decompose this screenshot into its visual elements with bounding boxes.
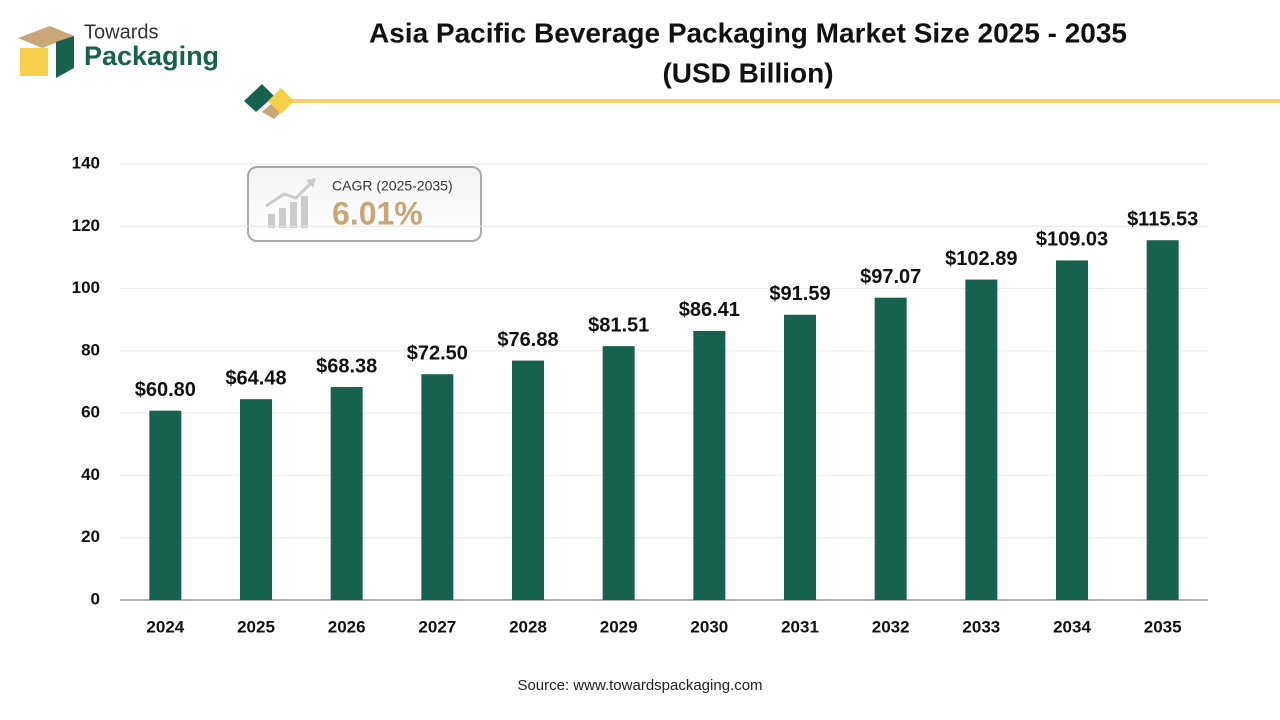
bar (965, 279, 998, 600)
x-tick-label: 2027 (418, 617, 456, 636)
data-label: $72.50 (407, 342, 468, 364)
bar (693, 330, 726, 600)
data-label: $109.03 (1036, 229, 1108, 251)
x-tick-label: 2025 (237, 617, 275, 636)
data-label: $76.88 (497, 329, 558, 351)
source: Source: www.towardspackaging.com (517, 677, 762, 694)
x-tick-label: 2029 (600, 617, 638, 636)
x-tick-label: 2030 (690, 617, 728, 636)
y-tick-label: 40 (81, 465, 100, 484)
data-label: $91.59 (769, 283, 830, 305)
x-tick-label: 2028 (509, 617, 547, 636)
bar (149, 410, 182, 600)
data-label: $86.41 (679, 299, 740, 321)
logo-text: Towards (84, 21, 158, 43)
logo: Towards Packaging (18, 21, 219, 78)
data-label: $64.48 (225, 367, 286, 389)
data-label: $97.07 (860, 266, 921, 288)
bar (1146, 240, 1179, 600)
y-tick-label: 20 (81, 527, 100, 546)
chart-subtitle: (USD Billion) (662, 57, 833, 88)
cagr-value: 6.01% (332, 195, 423, 231)
logo-text: Packaging (84, 41, 219, 71)
bar (1056, 260, 1088, 600)
x-tick-label: 2031 (781, 617, 819, 636)
chart-title: Asia Pacific Beverage Packaging Market S… (369, 17, 1127, 48)
y-tick-label: 0 (91, 589, 100, 608)
y-tick-label: 140 (72, 153, 100, 172)
y-tick-label: 60 (81, 403, 100, 422)
y-tick-label: 100 (72, 278, 100, 297)
x-tick-label: 2033 (962, 617, 1000, 636)
data-label: $102.89 (945, 248, 1017, 270)
x-tick-label: 2034 (1053, 617, 1091, 636)
x-tick-label: 2026 (328, 617, 366, 636)
y-tick-label: 120 (72, 216, 100, 235)
bar (330, 387, 363, 600)
data-label: $81.51 (588, 314, 649, 336)
bar (784, 314, 816, 600)
bar (240, 399, 272, 600)
bar (421, 374, 454, 600)
data-label: $60.80 (135, 379, 196, 401)
bar (874, 297, 907, 600)
x-tick-label: 2024 (146, 617, 184, 636)
cagr-box: CAGR (2025-2035) 6.01% (247, 166, 482, 242)
divider (244, 84, 1280, 119)
data-label: $68.38 (316, 355, 377, 377)
x-tick-label: 2032 (872, 617, 910, 636)
y-tick-label: 80 (81, 340, 100, 359)
data-label: $115.53 (1127, 208, 1198, 230)
bar (512, 360, 544, 600)
cagr-label: CAGR (2025-2035) (332, 178, 453, 194)
x-tick-label: 2035 (1144, 617, 1182, 636)
bar (602, 346, 635, 600)
